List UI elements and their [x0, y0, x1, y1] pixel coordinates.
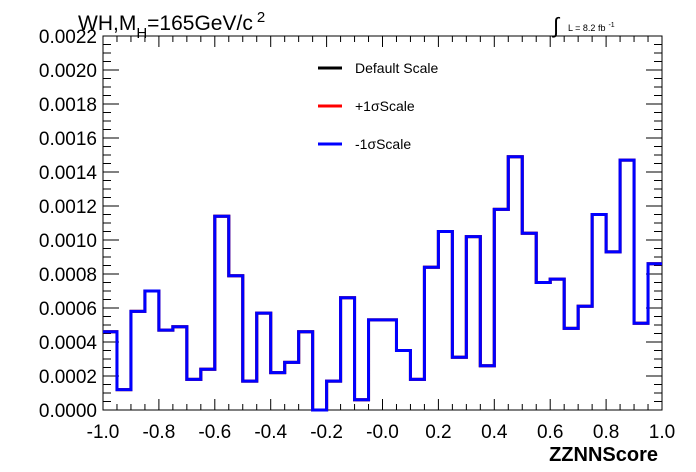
x-tick-label: -0.6: [198, 422, 231, 443]
y-tick-label: 0.0010: [39, 231, 97, 252]
legend-label: -1σScale: [355, 136, 411, 152]
legend-label: +1σScale: [355, 98, 415, 114]
luminosity-label: ∫ L = 8.2 fb -1: [551, 13, 615, 38]
y-tick-label: 0.0012: [39, 197, 97, 218]
svg-text:L = 8.2 fb-1: L = 8.2 fb -1: [568, 22, 615, 33]
y-tick-label: 0.0006: [39, 299, 97, 320]
y-tick-label: 0.0022: [39, 27, 97, 48]
lumi-text: L = 8.2 fb: [568, 23, 605, 33]
title-superscript: 2: [257, 9, 265, 26]
x-tick-label: 0.4: [481, 422, 508, 443]
legend-label: Default Scale: [355, 60, 438, 76]
x-tick-label: 0.8: [593, 422, 619, 443]
x-tick-label: 0.6: [537, 422, 563, 443]
y-axis-ticks: 0.0000 0.0002 0.0004 0.0006 0.0008 0.0010 0.00…: [39, 27, 662, 422]
lumi-superscript: -1: [608, 22, 614, 29]
x-axis-ticks: -1.0 -0.8 -0.6 -0.4 -0.2 -0.0 0.2 0.4 0.6 0.8 1.0: [87, 36, 675, 443]
title-subscript: H: [136, 25, 147, 42]
x-tick-label: -0.2: [310, 422, 343, 443]
chart-title: WH,MH=165GeV/c 2: [78, 9, 265, 42]
y-tick-label: 0.0014: [39, 163, 98, 184]
y-tick-label: 0.0020: [39, 61, 97, 82]
x-tick-label: -1.0: [87, 422, 120, 443]
series-line-2: [103, 155, 662, 412]
x-tick-label: 1.0: [649, 422, 675, 443]
y-tick-label: 0.0000: [39, 401, 97, 422]
title-rest: =165GeV/c: [147, 12, 253, 35]
legend: Default Scale +1σScale -1σScale: [318, 60, 438, 152]
y-tick-label: 0.0018: [39, 95, 97, 116]
y-tick-label: 0.0016: [39, 129, 97, 150]
x-tick-label: -0.0: [366, 422, 399, 443]
y-tick-label: 0.0004: [39, 333, 98, 354]
x-tick-label: -0.8: [143, 422, 176, 443]
x-tick-label: 0.2: [425, 422, 451, 443]
series-group: [103, 155, 662, 412]
integral-sign-icon: ∫: [551, 13, 561, 38]
y-tick-label: 0.0002: [39, 367, 97, 388]
y-tick-label: 0.0008: [39, 265, 97, 286]
x-axis-label: ZZNNScore: [549, 444, 658, 466]
x-tick-label: -0.4: [254, 422, 287, 443]
title-main: WH,M: [78, 12, 136, 35]
